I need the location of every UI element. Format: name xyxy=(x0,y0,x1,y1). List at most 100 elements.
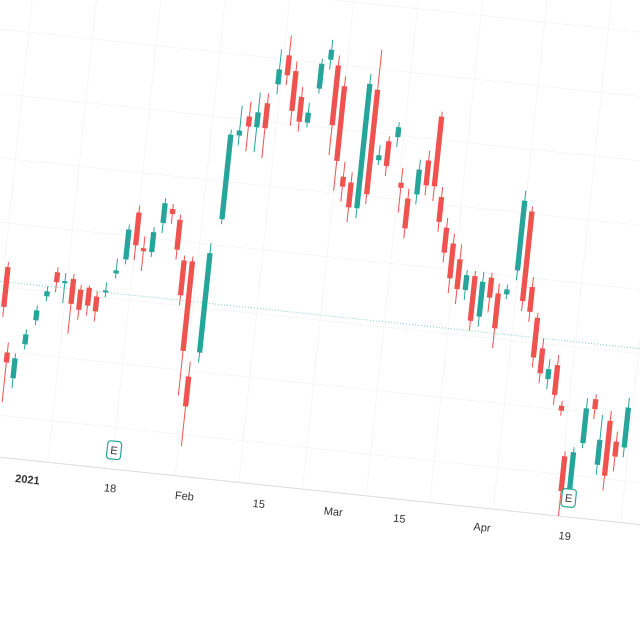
axis-line xyxy=(0,446,640,532)
earnings-badge xyxy=(560,487,577,508)
candle-body xyxy=(402,198,411,229)
candle-body xyxy=(316,63,325,89)
candle-body xyxy=(1,266,11,308)
candle-body xyxy=(612,441,620,457)
candle-body xyxy=(423,160,432,186)
candle-body xyxy=(327,49,335,60)
candle-body xyxy=(601,420,613,476)
candle-body xyxy=(289,70,299,112)
candle-body xyxy=(76,289,84,311)
candle-body xyxy=(219,134,234,220)
candle-body xyxy=(182,376,192,407)
earnings-marker: E xyxy=(564,493,573,506)
candle-body xyxy=(383,140,392,167)
candle-body xyxy=(180,261,196,352)
x-tick-label: Mar xyxy=(323,505,343,519)
candle-body xyxy=(527,286,536,313)
wick xyxy=(114,258,119,279)
wick xyxy=(62,273,67,304)
candle-body xyxy=(519,211,535,302)
candle-body xyxy=(467,275,478,321)
candle-body xyxy=(68,278,77,305)
candle-body xyxy=(431,116,445,187)
candle-body xyxy=(592,398,599,410)
candle-body xyxy=(275,69,283,85)
wick xyxy=(104,282,108,298)
candle-body xyxy=(454,259,463,290)
candle-body xyxy=(621,407,632,448)
candle-body xyxy=(44,291,50,297)
candle-body xyxy=(177,260,187,296)
candle-body xyxy=(580,408,590,444)
earnings-marker: E xyxy=(110,445,119,458)
candle-body xyxy=(530,317,541,358)
candle-body xyxy=(414,169,423,195)
candle-body xyxy=(53,272,61,283)
wick xyxy=(140,236,146,272)
candle-body xyxy=(345,182,354,208)
grid xyxy=(0,0,640,531)
candle-body xyxy=(262,103,271,129)
x-tick-label: 15 xyxy=(252,498,265,511)
candle-body xyxy=(236,130,243,136)
candle-body xyxy=(33,310,40,321)
candle-body xyxy=(22,334,29,345)
candle-body xyxy=(476,281,486,317)
candle-body xyxy=(558,405,565,411)
candle-body xyxy=(304,112,312,123)
x-tick-label: Feb xyxy=(174,490,194,504)
candle-body xyxy=(102,290,109,293)
candle-body xyxy=(436,196,445,223)
plot: 2021 18 Feb 15 Mar 15 Apr 19 E E xyxy=(0,0,640,543)
candle-body xyxy=(169,208,176,215)
candle-body xyxy=(334,86,348,162)
x-tick-label: 2021 xyxy=(15,473,41,487)
candle-body xyxy=(398,182,404,188)
x-tick-label: 18 xyxy=(103,482,116,495)
candle-body xyxy=(160,202,168,224)
x-tick-label: Apr xyxy=(473,521,492,535)
candle-body xyxy=(486,277,495,298)
candle-body xyxy=(339,176,347,187)
candle-body xyxy=(491,293,501,329)
candle-body xyxy=(140,247,147,252)
candle-body xyxy=(558,456,568,492)
wick xyxy=(397,167,404,213)
candle-body xyxy=(375,154,382,161)
candle-body xyxy=(113,270,119,274)
candle-body xyxy=(254,112,261,128)
candle-body xyxy=(395,126,402,138)
candle-body xyxy=(123,229,132,260)
candle-body xyxy=(174,219,183,250)
candle-body xyxy=(514,200,528,271)
candle-body xyxy=(329,65,342,126)
candle-body xyxy=(62,280,68,284)
x-tick-label: 15 xyxy=(393,513,406,526)
candle-body xyxy=(566,451,577,493)
candle-body xyxy=(537,348,546,374)
candle-body xyxy=(92,296,100,312)
candle-body xyxy=(245,116,253,127)
candle-body xyxy=(3,352,11,363)
x-tick-label: 19 xyxy=(558,530,571,543)
candle-body xyxy=(196,252,213,353)
wick xyxy=(237,105,243,146)
candle-body xyxy=(503,289,510,295)
earnings-badge xyxy=(105,440,123,461)
candle-body xyxy=(354,83,373,209)
candle-body xyxy=(594,439,603,466)
candle-body xyxy=(462,274,470,291)
candle-body xyxy=(441,227,450,253)
candle-body xyxy=(132,212,142,246)
candle-body xyxy=(364,89,381,195)
candle-body xyxy=(148,231,157,253)
price-line xyxy=(0,272,640,358)
candle-body xyxy=(296,96,305,123)
candle-body xyxy=(84,287,93,306)
candle-body xyxy=(447,243,457,279)
candle-body xyxy=(284,55,292,76)
candle-body xyxy=(10,358,18,379)
candle-body xyxy=(545,368,552,380)
candle-body xyxy=(551,364,561,396)
